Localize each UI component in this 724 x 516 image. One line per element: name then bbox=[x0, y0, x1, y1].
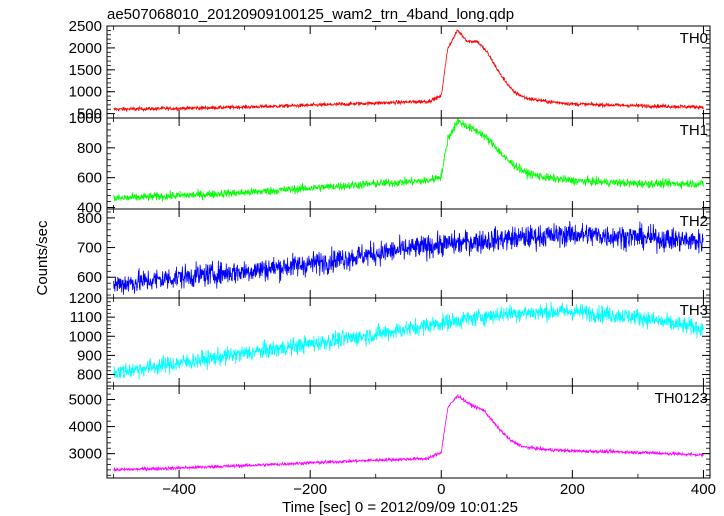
y-tick-label: 1000 bbox=[69, 110, 102, 127]
chart-panels: 5001000150020002500TH04006008001000TH160… bbox=[69, 18, 711, 479]
series-line-th0 bbox=[113, 29, 704, 113]
band-label: TH2 bbox=[680, 213, 708, 230]
y-tick-label: 700 bbox=[77, 240, 102, 257]
y-tick-label: 3000 bbox=[69, 446, 102, 463]
y-tick-label: 900 bbox=[77, 347, 102, 364]
series-line-th3 bbox=[113, 301, 704, 380]
series-line-th2 bbox=[113, 221, 704, 295]
y-tick-label: 1100 bbox=[70, 309, 102, 326]
panel-th0: 500 1000 1500 2000 2500 TH0 bbox=[69, 18, 711, 123]
y-tick-label: 5000 bbox=[69, 392, 102, 409]
panel-th2: 600 700 800 TH2 bbox=[77, 208, 711, 299]
series-line-th1 bbox=[113, 118, 704, 202]
x-tick-label: −200 bbox=[293, 481, 327, 498]
panel-th0123: 3000 4000 5000 TH0123 bbox=[69, 385, 711, 479]
band-label: TH0 bbox=[680, 30, 708, 47]
panel-th1: 400 600 800 1000 TH1 bbox=[69, 110, 711, 217]
x-axis-label: Time [sec] 0 = 2012/09/09 10:01:25 bbox=[282, 499, 518, 516]
y-tick-label: 800 bbox=[77, 367, 102, 384]
x-axis-ticks: −400 −200 0 200 400 bbox=[162, 481, 716, 498]
x-tick-label: 0 bbox=[437, 481, 445, 498]
chart-title: ae507068010_20120909100125_wam2_trn_4ban… bbox=[107, 6, 514, 23]
band-label: TH0123 bbox=[655, 390, 708, 407]
y-tick-label: 1200 bbox=[69, 290, 102, 307]
y-tick-label: 800 bbox=[77, 140, 102, 157]
panel-frame bbox=[106, 297, 711, 387]
y-tick-label: 4000 bbox=[69, 419, 102, 436]
y-tick-label: 1000 bbox=[69, 328, 102, 345]
x-tick-label: −400 bbox=[162, 481, 196, 498]
band-label: TH1 bbox=[680, 122, 708, 139]
panel-th3: 800 900 1000 1100 1200 TH3 bbox=[69, 290, 711, 387]
band-label: TH3 bbox=[680, 302, 708, 319]
panel-frame bbox=[106, 208, 711, 299]
y-tick-label: 2500 bbox=[69, 18, 102, 35]
y-tick-label: 600 bbox=[77, 170, 102, 187]
panel-frame bbox=[106, 385, 711, 479]
series-line-th0123 bbox=[113, 394, 704, 473]
x-tick-label: 400 bbox=[691, 481, 716, 498]
y-tick-label: 1000 bbox=[69, 84, 102, 101]
y-tick-label: 600 bbox=[77, 269, 102, 286]
y-tick-label: 1500 bbox=[69, 62, 102, 79]
y-axis-label: Counts/sec bbox=[34, 220, 51, 296]
y-tick-label: 500 bbox=[77, 106, 102, 123]
x-tick-label: 200 bbox=[560, 481, 585, 498]
y-tick-label: 2000 bbox=[69, 40, 102, 57]
y-tick-label: 400 bbox=[77, 200, 102, 217]
y-tick-label: 800 bbox=[77, 210, 102, 227]
